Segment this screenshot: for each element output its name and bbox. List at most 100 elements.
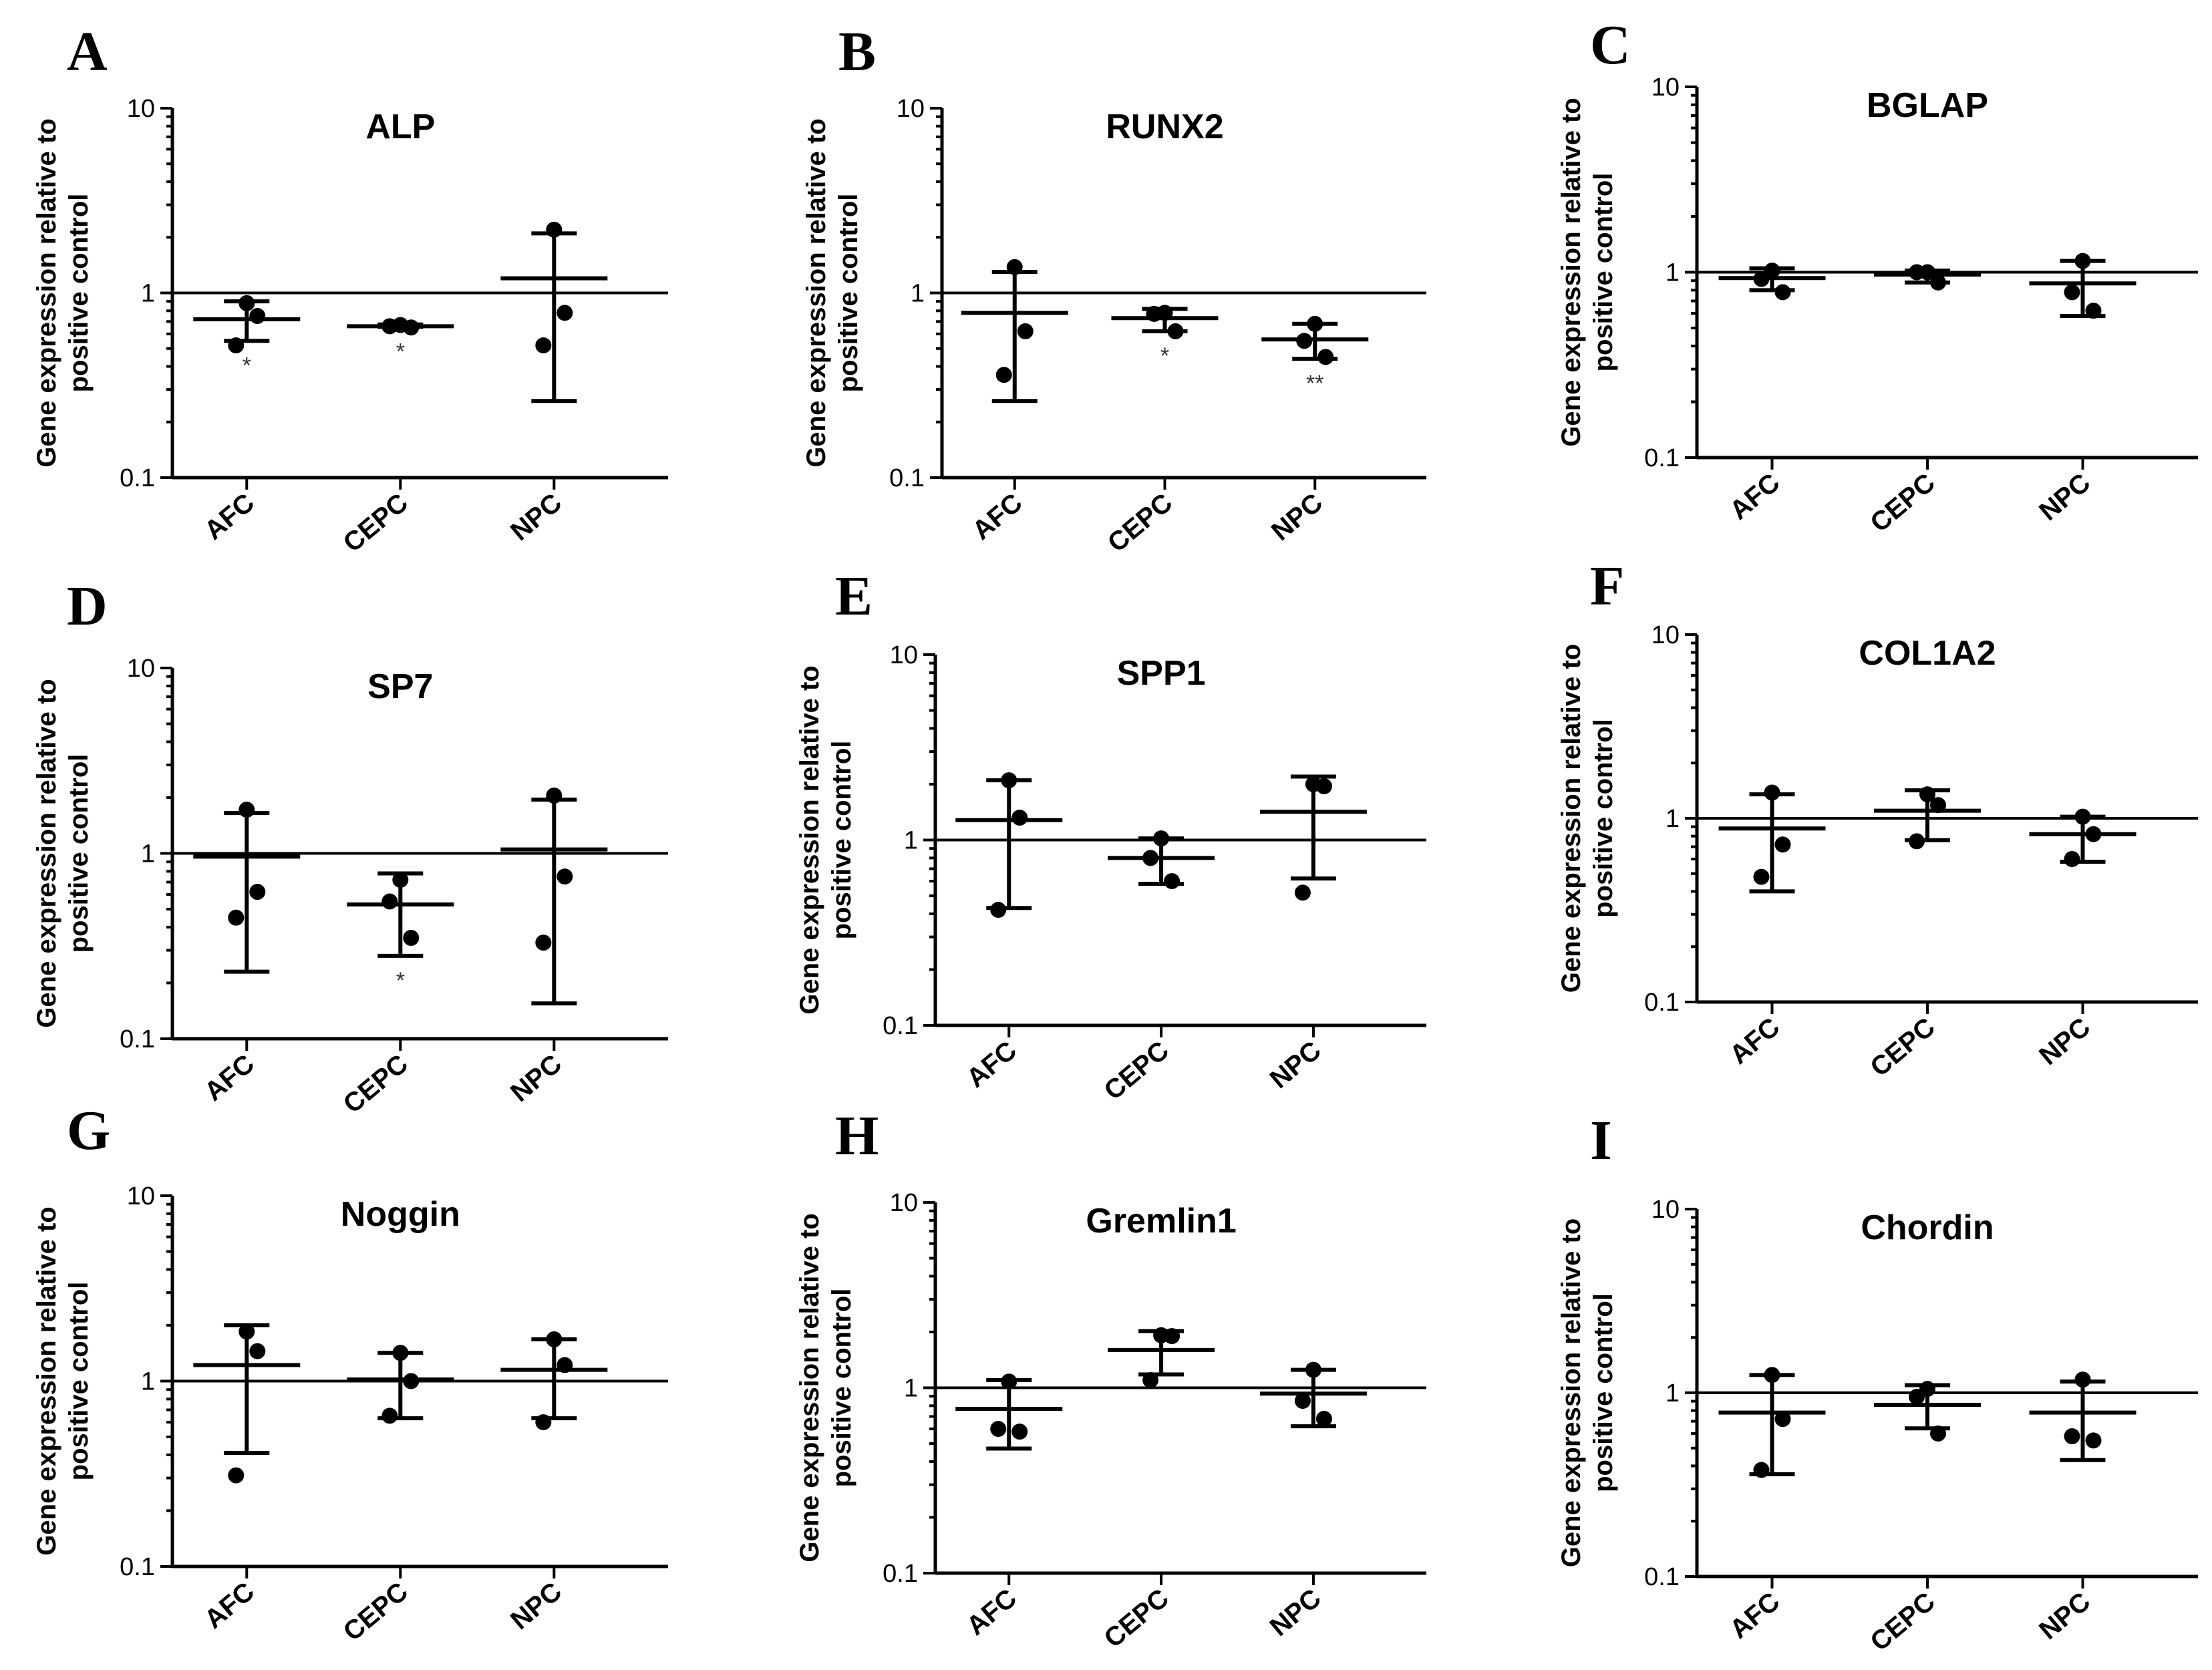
panel-e: E SPP1 Gene expression relative to positive…: [795, 565, 1426, 1106]
panel-i: I Chordin Gene expression relative to posit…: [1557, 1110, 2198, 1657]
data-point: [1930, 274, 1946, 291]
data-point: [1164, 1328, 1180, 1345]
chart-title: ALP: [365, 108, 435, 146]
data-point: [557, 868, 573, 885]
y-tick-label: 10: [890, 641, 918, 669]
x-tick-label: CEPC: [1098, 1035, 1174, 1106]
panel-letter: I: [1590, 1110, 1612, 1172]
y-tick-label: 1: [904, 827, 918, 855]
x-tick-label: CEPC: [1865, 1012, 1940, 1082]
y-tick-label: 0.1: [1644, 989, 1680, 1017]
panel-c: C BGLAP Gene expression relative to positiv…: [1557, 14, 2198, 538]
data-point: [2064, 851, 2080, 868]
data-point: [381, 318, 398, 335]
x-tick-label: AFC: [961, 1035, 1022, 1094]
y-axis-label: Gene expression relative to positive cont…: [32, 679, 94, 1027]
data-point: [535, 1414, 552, 1431]
data-point: [546, 221, 563, 238]
data-point: [1930, 797, 1946, 814]
panel-a: A ALP Gene expression relative to positive …: [32, 21, 668, 558]
data-point: [557, 1357, 573, 1373]
data-point: [381, 893, 398, 910]
x-tick-label: NPC: [505, 488, 567, 546]
y-tick-label: 10: [1651, 621, 1680, 649]
data-point: [1774, 836, 1791, 853]
x-tick-label: AFC: [1724, 1012, 1785, 1070]
y-axis-label: Gene expression relative to positive cont…: [32, 118, 94, 467]
x-tick-label: NPC: [2034, 1586, 2096, 1645]
data-point: [228, 337, 245, 354]
data-point: [1001, 1373, 1017, 1390]
panel-letter: C: [1590, 14, 1631, 76]
panel-d: D SP7 Gene expression relative to positive …: [32, 575, 668, 1119]
chart-title: SPP1: [1117, 654, 1206, 693]
x-tick-label: AFC: [1724, 1586, 1785, 1645]
chart-title: Noggin: [341, 1195, 460, 1234]
data-point: [2085, 826, 2102, 842]
x-tick-label: NPC: [2034, 1012, 2096, 1071]
significance-marker: **: [1306, 371, 1323, 396]
y-tick-label: 10: [127, 1182, 155, 1210]
data-point: [239, 1323, 255, 1340]
chart-title: BGLAP: [1867, 86, 1988, 125]
data-point: [1011, 810, 1028, 826]
chart-title: RUNX2: [1106, 108, 1223, 146]
y-axis-label: Gene expression relative to positive cont…: [1557, 1218, 1618, 1567]
x-tick-label: NPC: [505, 1049, 567, 1108]
data-point: [1909, 1389, 1925, 1405]
y-tick-label: 10: [127, 95, 155, 123]
data-point: [249, 308, 266, 325]
panel-letter: A: [67, 21, 108, 83]
data-point: [2064, 284, 2080, 301]
data-point: [1909, 264, 1925, 281]
x-tick-label: CEPC: [338, 1576, 414, 1647]
data-point: [1774, 284, 1791, 301]
data-point: [1142, 1372, 1159, 1389]
x-tick-label: NPC: [505, 1576, 567, 1635]
x-tick-label: AFC: [199, 488, 260, 546]
data-point: [1011, 1424, 1028, 1440]
data-point: [403, 1373, 420, 1389]
data-point: [535, 337, 552, 354]
y-tick-label: 0.1: [889, 464, 925, 492]
y-tick-label: 10: [890, 1189, 918, 1217]
y-tick-label: 0.1: [120, 1553, 155, 1581]
panel-letter: D: [67, 575, 108, 637]
data-point: [557, 305, 573, 321]
y-tick-label: 0.1: [120, 1025, 155, 1053]
y-axis-label: Gene expression relative to positive cont…: [795, 665, 856, 1014]
data-point: [1001, 772, 1017, 789]
panel-g: G Noggin Gene expression relative to positi…: [32, 1100, 668, 1647]
data-point: [990, 1421, 1007, 1438]
data-point: [239, 802, 255, 818]
data-point: [249, 1343, 266, 1359]
x-tick-label: NPC: [1265, 1035, 1327, 1094]
chart-title: COL1A2: [1859, 634, 1996, 673]
y-tick-label: 1: [141, 280, 155, 308]
y-tick-label: 1: [1666, 805, 1680, 833]
data-point: [392, 1345, 409, 1361]
data-point: [1919, 786, 1935, 803]
data-point: [1930, 1426, 1946, 1442]
y-tick-label: 10: [1651, 1196, 1680, 1224]
data-point: [546, 787, 563, 804]
data-point: [1153, 830, 1170, 847]
x-tick-label: NPC: [2034, 468, 2096, 526]
y-tick-label: 1: [141, 1368, 155, 1396]
y-tick-label: 10: [1651, 73, 1680, 102]
y-tick-label: 1: [1666, 259, 1680, 287]
panel-letter: B: [838, 21, 876, 83]
data-point: [1167, 323, 1184, 339]
data-point: [1753, 1462, 1770, 1478]
data-point: [2074, 253, 2091, 269]
y-tick-label: 0.1: [883, 1012, 918, 1040]
y-axis-label: Gene expression relative to positive cont…: [802, 118, 863, 467]
y-tick-label: 1: [141, 840, 155, 868]
x-tick-label: NPC: [1266, 488, 1328, 546]
chart-title: SP7: [367, 667, 433, 706]
data-point: [381, 1407, 398, 1424]
chart-title: Gremlin1: [1086, 1202, 1236, 1240]
panel-h: H Gremlin1 Gene expression relative to posi…: [795, 1105, 1426, 1653]
data-point: [1753, 868, 1770, 885]
significance-marker: *: [243, 353, 251, 378]
